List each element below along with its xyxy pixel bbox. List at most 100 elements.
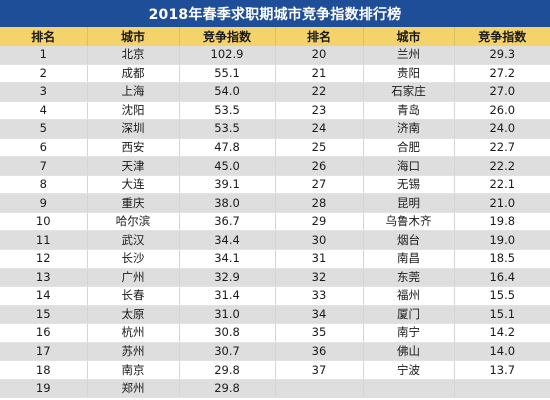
table-row: 18 南京 29.8 37 宁波 13.7: [0, 360, 550, 380]
table-body: 1 北京 102.9 20 兰州 29.3 2 成都 55.1 21 贵阳 27.2 3 上海 54.0 22…: [0, 46, 550, 399]
right-index-cell: 13.7: [454, 360, 550, 380]
left-city-cell: 广州: [87, 268, 180, 288]
right-index-cell: 29.3: [454, 46, 550, 65]
right-rank-cell: 25: [275, 138, 364, 158]
right-index-cell: 26.0: [454, 101, 550, 121]
right-rank-cell: 21: [275, 64, 364, 84]
left-rank-cell: 13: [0, 268, 88, 288]
right-city-cell: 海口: [363, 156, 455, 176]
header-index-left: 竞争指数: [179, 27, 276, 46]
right-index-cell: 18.5: [454, 249, 550, 269]
left-rank-cell: 2: [0, 64, 88, 84]
right-index-cell: 15.1: [454, 305, 550, 325]
right-city-cell: 东莞: [363, 268, 455, 288]
table-row: 13 广州 32.9 32 东莞 16.4: [0, 268, 550, 288]
left-index-cell: 29.8: [179, 379, 276, 399]
table-row: 9 重庆 38.0 28 昆明 21.0: [0, 193, 550, 213]
right-city-cell: 南宁: [363, 323, 455, 343]
left-rank-cell: 7: [0, 156, 88, 176]
left-city-cell: 成都: [87, 64, 180, 84]
left-rank-cell: 14: [0, 286, 88, 306]
right-rank-cell: 24: [275, 119, 364, 139]
right-rank-cell: 31: [275, 249, 364, 269]
right-city-cell: 济南: [363, 119, 455, 139]
table-row: 11 武汉 34.4 30 烟台 19.0: [0, 230, 550, 251]
left-index-cell: 34.1: [179, 249, 276, 269]
ranking-table: 排名 城市 竞争指数 排名 城市 竞争指数 1 北京 102.9 20 兰州 29.3 2 成…: [0, 27, 550, 399]
left-rank-cell: 9: [0, 193, 88, 213]
right-index-cell: 14.0: [454, 342, 550, 362]
left-city-cell: 上海: [87, 82, 180, 102]
right-rank-cell: 32: [275, 268, 364, 288]
right-index-cell: [454, 379, 550, 398]
right-rank-cell: 30: [275, 230, 364, 251]
left-index-cell: 53.5: [179, 101, 276, 121]
right-index-cell: 16.4: [454, 268, 550, 288]
left-index-cell: 47.8: [179, 138, 276, 158]
left-rank-cell: 3: [0, 82, 88, 102]
right-city-cell: 厦门: [363, 305, 455, 325]
left-city-cell: 南京: [87, 360, 180, 380]
right-city-cell: 贵阳: [363, 64, 455, 84]
header-city-right: 城市: [363, 27, 455, 46]
right-rank-cell: 26: [275, 156, 364, 176]
left-rank-cell: 18: [0, 360, 88, 380]
header-rank-left: 排名: [0, 27, 88, 46]
table-header-row: 排名 城市 竞争指数 排名 城市 竞争指数: [0, 27, 550, 46]
left-index-cell: 30.7: [179, 342, 276, 362]
left-index-cell: 31.0: [179, 305, 276, 325]
left-city-cell: 深圳: [87, 119, 180, 139]
left-rank-cell: 4: [0, 101, 88, 121]
left-rank-cell: 12: [0, 249, 88, 269]
right-city-cell: [363, 379, 455, 398]
right-rank-cell: 29: [275, 212, 364, 232]
right-rank-cell: 37: [275, 360, 364, 380]
table-row: 5 深圳 53.5 24 济南 24.0: [0, 119, 550, 139]
left-index-cell: 36.7: [179, 212, 276, 232]
right-city-cell: 青岛: [363, 101, 455, 121]
left-index-cell: 54.0: [179, 82, 276, 102]
left-rank-cell: 15: [0, 305, 88, 325]
right-city-cell: 兰州: [363, 46, 455, 65]
left-city-cell: 杭州: [87, 323, 180, 343]
table-row: 17 苏州 30.7 36 佛山 14.0: [0, 342, 550, 362]
left-rank-cell: 10: [0, 212, 88, 232]
left-rank-cell: 19: [0, 379, 88, 399]
left-index-cell: 102.9: [179, 46, 276, 65]
left-rank-cell: 5: [0, 119, 88, 139]
left-rank-cell: 1: [0, 46, 88, 65]
right-city-cell: 南昌: [363, 249, 455, 269]
right-rank-cell: 23: [275, 101, 364, 121]
table-row: 8 大连 39.1 27 无锡 22.1: [0, 175, 550, 195]
right-city-cell: 无锡: [363, 175, 455, 195]
right-index-cell: 22.2: [454, 156, 550, 176]
right-index-cell: 19.8: [454, 212, 550, 232]
left-city-cell: 大连: [87, 175, 180, 195]
right-index-cell: 21.0: [454, 193, 550, 213]
table-row: 4 沈阳 53.5 23 青岛 26.0: [0, 101, 550, 121]
left-city-cell: 西安: [87, 138, 180, 158]
right-index-cell: 22.1: [454, 175, 550, 195]
table-row: 19 郑州 29.8: [0, 379, 550, 399]
table-row: 12 长沙 34.1 31 南昌 18.5: [0, 249, 550, 269]
left-index-cell: 32.9: [179, 268, 276, 288]
left-city-cell: 太原: [87, 305, 180, 325]
left-index-cell: 38.0: [179, 193, 276, 213]
left-city-cell: 长春: [87, 286, 180, 306]
right-city-cell: 乌鲁木齐: [363, 212, 455, 232]
right-index-cell: 14.2: [454, 323, 550, 343]
left-city-cell: 长沙: [87, 249, 180, 269]
left-rank-cell: 11: [0, 230, 88, 251]
left-city-cell: 郑州: [87, 379, 180, 399]
left-city-cell: 沈阳: [87, 101, 180, 121]
left-city-cell: 苏州: [87, 342, 180, 362]
right-city-cell: 石家庄: [363, 82, 455, 102]
header-city-left: 城市: [87, 27, 180, 46]
right-rank-cell: 33: [275, 286, 364, 306]
left-rank-cell: 17: [0, 342, 88, 362]
right-rank-cell: 27: [275, 175, 364, 195]
left-city-cell: 天津: [87, 156, 180, 176]
header-rank-right: 排名: [275, 27, 364, 46]
table-row: 2 成都 55.1 21 贵阳 27.2: [0, 64, 550, 84]
